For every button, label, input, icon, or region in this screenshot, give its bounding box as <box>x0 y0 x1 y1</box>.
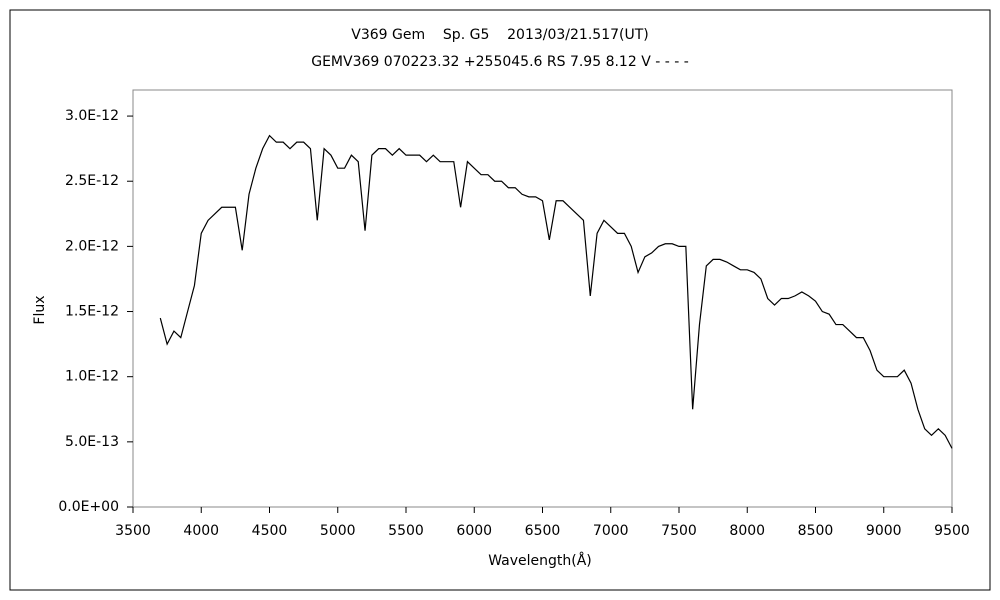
x-tick-label: 3500 <box>115 523 151 539</box>
x-tick-label: 8000 <box>729 523 765 539</box>
spectrum-line <box>159 134 953 449</box>
y-axis-label: Flux <box>32 295 48 324</box>
x-tick-label: 9000 <box>866 523 902 539</box>
y-tick-label: 2.0E-12 <box>65 238 119 254</box>
plot-area <box>132 89 953 508</box>
y-tick-label: 1.0E-12 <box>65 369 119 385</box>
x-tick-label: 7000 <box>593 523 629 539</box>
x-tick-label: 9500 <box>934 523 970 539</box>
y-tick-label: 0.0E+00 <box>58 499 119 515</box>
y-tick-label: 2.5E-12 <box>65 173 119 189</box>
x-tick-label: 8500 <box>798 523 834 539</box>
y-tick-label: 3.0E-12 <box>65 108 119 124</box>
chart-subtitle: GEMV369 070223.32 +255045.6 RS 7.95 8.12… <box>311 54 689 70</box>
chart-title: V369 Gem Sp. G5 2013/03/21.517(UT) <box>351 27 648 43</box>
x-tick-label: 5000 <box>320 523 356 539</box>
x-tick-label: 6500 <box>525 523 561 539</box>
x-tick-label: 4500 <box>252 523 288 539</box>
x-tick-label: 7500 <box>661 523 697 539</box>
y-tick-label: 1.5E-12 <box>65 304 119 320</box>
y-tick-label: 5.0E-13 <box>65 434 119 450</box>
x-tick-label: 5500 <box>388 523 424 539</box>
x-axis-label: Wavelength(Å) <box>488 552 592 569</box>
x-tick-label: 4000 <box>183 523 219 539</box>
x-tick-label: 6000 <box>456 523 492 539</box>
